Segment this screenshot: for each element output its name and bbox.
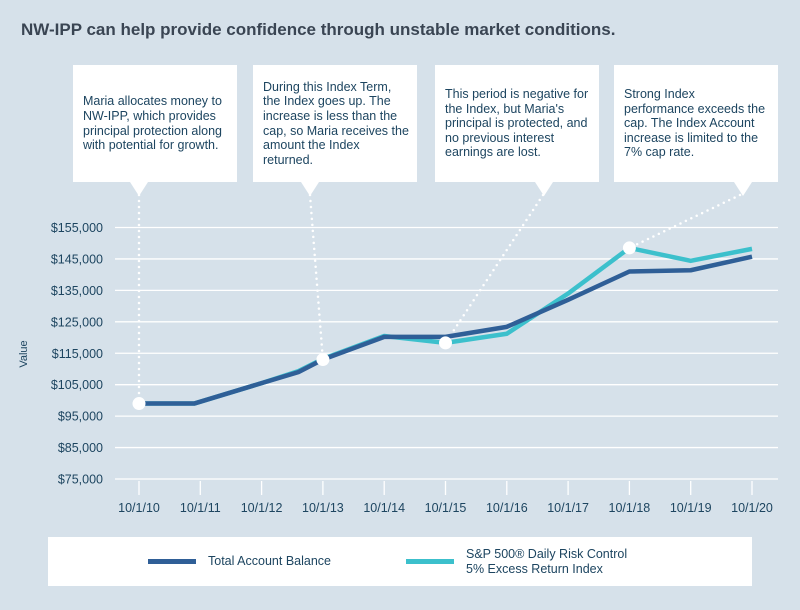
callout-tail xyxy=(130,182,148,196)
x-tick-label: 10/1/16 xyxy=(486,501,528,515)
x-tick-label: 10/1/17 xyxy=(547,501,589,515)
legend-label: S&P 500® Daily Risk Control 5% Excess Ret… xyxy=(466,547,627,577)
legend-swatch xyxy=(406,559,454,564)
highlight-point xyxy=(132,397,146,411)
y-tick-label: $75,000 xyxy=(58,473,103,487)
x-tick-label: 10/1/19 xyxy=(670,501,712,515)
x-tick-label: 10/1/12 xyxy=(241,501,283,515)
legend-label-line2: 5% Excess Return Index xyxy=(466,561,603,576)
x-tick-label: 10/1/20 xyxy=(731,501,773,515)
legend-swatch xyxy=(148,559,196,564)
callout-tail xyxy=(734,182,752,196)
y-tick-label: $105,000 xyxy=(51,378,103,392)
highlight-point xyxy=(622,241,636,255)
series-line-total-account-balance xyxy=(139,254,753,406)
y-tick-label: $145,000 xyxy=(51,252,103,266)
highlight-point xyxy=(316,353,330,367)
y-tick-label: $95,000 xyxy=(58,410,103,424)
legend-item-index: S&P 500® Daily Risk Control 5% Excess Ret… xyxy=(406,537,627,586)
legend-label: Total Account Balance xyxy=(208,554,331,568)
legend-label-line1: S&P 500® Daily Risk Control xyxy=(466,546,628,561)
callout-2: During this Index Term, the Index goes u… xyxy=(253,65,417,196)
callout-tail xyxy=(535,182,553,196)
x-tick-label: 10/1/18 xyxy=(609,501,651,515)
x-tick-label: 10/1/11 xyxy=(180,501,221,515)
y-tick-label: $135,000 xyxy=(51,284,103,298)
callout-1: Maria allocates money to NW-IPP, which p… xyxy=(73,65,237,196)
callout-3: This period is negative for the Index, b… xyxy=(435,65,599,196)
x-tick-label: 10/1/13 xyxy=(302,501,344,515)
callout-text: Strong Index performance exceeds the cap… xyxy=(624,87,766,160)
x-tick-label: 10/1/10 xyxy=(118,501,160,515)
legend: Total Account Balance S&P 500® Daily Ris… xyxy=(48,537,752,586)
x-tick-label: 10/1/15 xyxy=(425,501,467,515)
leader-line xyxy=(628,193,742,250)
callout-text: Maria allocates money to NW-IPP, which p… xyxy=(83,94,222,153)
callout-text: This period is negative for the Index, b… xyxy=(445,87,589,160)
y-tick-label: $85,000 xyxy=(58,441,103,455)
x-tick-label: 10/1/14 xyxy=(363,501,405,515)
callout-tail xyxy=(301,182,319,196)
y-axis-label: Value xyxy=(18,340,30,367)
callout-4: Strong Index performance exceeds the cap… xyxy=(614,65,778,196)
leader-line xyxy=(444,193,545,345)
y-tick-label: $155,000 xyxy=(51,221,103,235)
y-tick-label: $115,000 xyxy=(52,347,103,361)
highlight-point xyxy=(439,336,452,350)
callout-text: During this Index Term, the Index goes u… xyxy=(263,79,409,167)
y-tick-label: $125,000 xyxy=(51,315,103,329)
chart-title: NW-IPP can help provide confidence throu… xyxy=(21,20,616,39)
leader-line xyxy=(308,193,325,361)
legend-item-total: Total Account Balance xyxy=(148,537,331,586)
